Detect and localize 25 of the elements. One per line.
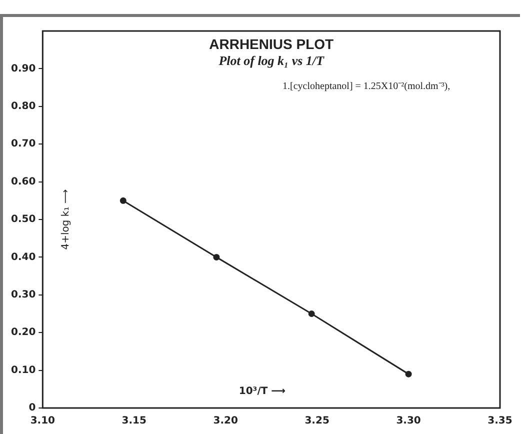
point (120, 197, 126, 204)
y-tick-label: 0.40 (10, 252, 36, 263)
x-axis-title: 10³/T ⟶ (238, 386, 286, 397)
x-tick-label: 3.20 (213, 416, 238, 427)
point (213, 254, 220, 260)
y-tick-label: 0.30 (10, 289, 36, 300)
y-tick-label: 0.50 (10, 214, 36, 226)
chart-title: ARRHENIUS PLOT (209, 36, 334, 52)
point (405, 370, 412, 378)
text: Plot of log k₁ vs 1/T (218, 53, 326, 68)
x-tick-label: 3.15 (122, 416, 147, 427)
annotation: 1.[cycloheptanol] = 1.25X10⁻²(mol.dm⁻³), (282, 81, 450, 92)
y-tick-label: 0.90 (10, 63, 36, 74)
x-tick-label: 3.30 (396, 416, 421, 427)
x-tick-label: 3.10 (30, 416, 56, 427)
y-tick-label: 0.20 (10, 327, 36, 338)
y-tick-label: 0 (28, 402, 36, 414)
y-tick-label: 0.60 (10, 176, 36, 188)
point (308, 310, 315, 317)
y-axis-title: 4+log k₁ ⟶ (60, 189, 72, 250)
y-tick-label: 0.10 (10, 364, 36, 376)
y-tick-label: 0.80 (10, 100, 36, 112)
x-tick-label: 3.35 (488, 416, 512, 427)
x-tick-label: 3.25 (304, 416, 330, 427)
y-tick-label: 0.70 (10, 138, 36, 150)
